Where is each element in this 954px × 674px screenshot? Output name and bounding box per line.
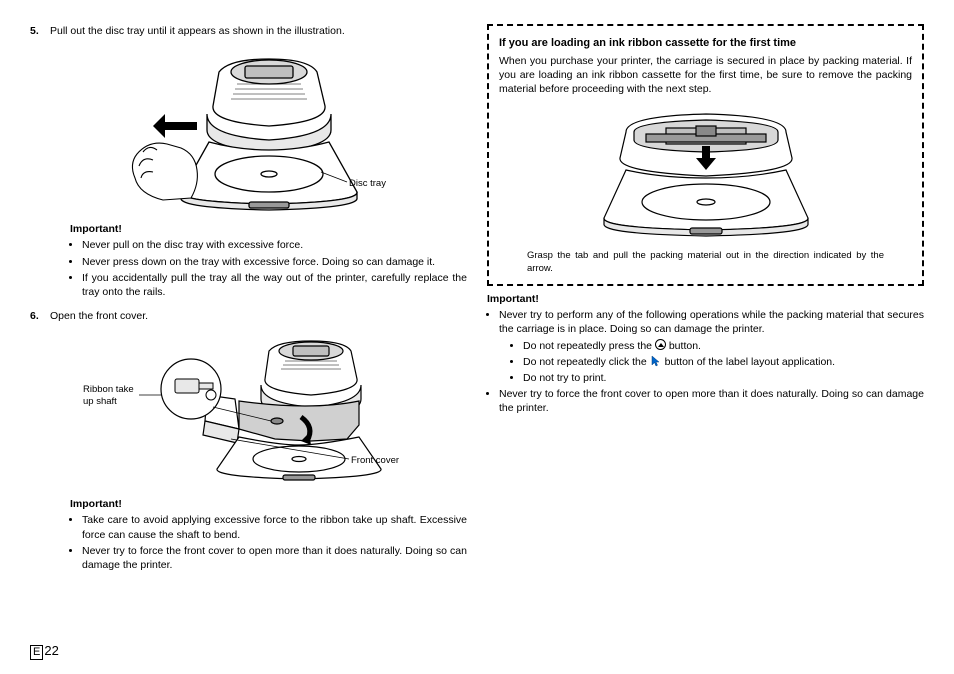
page-footer: E22 <box>30 643 59 660</box>
sub-item: Do not repeatedly click the button of th… <box>523 355 924 369</box>
sub-a-text: Do not repeatedly press the <box>523 340 652 352</box>
left-column: 5. Pull out the disc tray until it appea… <box>30 24 467 630</box>
right-important-list: Never try to perform any of the followin… <box>487 308 924 415</box>
imp6-item: Never try to force the front cover to op… <box>82 544 467 572</box>
sub-item: Do not try to print. <box>523 371 924 385</box>
step-5-number: 5. <box>30 24 44 38</box>
box-title: If you are loading an ink ribbon cassett… <box>499 36 912 51</box>
step-5-text: Pull out the disc tray until it appears … <box>50 24 467 38</box>
important-5-heading: Important! <box>70 222 467 236</box>
front-cover-label: Front cover <box>351 455 399 466</box>
sub-b-text: Do not repeatedly click the <box>523 356 647 368</box>
important-6-heading: Important! <box>70 497 467 511</box>
figure-step6: Ribbon take up shaft Front cover <box>79 329 419 489</box>
step-6: 6. Open the front cover. <box>30 309 467 323</box>
imp5-item: Never pull on the disc tray with excessi… <box>82 238 467 252</box>
page-number: 22 <box>44 643 58 658</box>
sub-b2-text: button of the label layout application. <box>665 356 835 368</box>
imp5-item: If you accidentally pull the tray all th… <box>82 271 467 299</box>
right-column: If you are loading an ink ribbon cassett… <box>487 24 924 630</box>
sub-item: Do not repeatedly press the button. <box>523 339 924 353</box>
eject-icon <box>655 339 666 350</box>
imp-top-text: Never try to perform any of the followin… <box>499 309 924 335</box>
first-time-box: If you are loading an ink ribbon cassett… <box>487 24 924 286</box>
imp-item: Never try to perform any of the followin… <box>499 308 924 385</box>
page-prefix: E <box>30 645 43 660</box>
imp-item: Never try to force the front cover to op… <box>499 387 924 415</box>
step-5: 5. Pull out the disc tray until it appea… <box>30 24 467 38</box>
right-important-heading: Important! <box>487 292 924 306</box>
figure-packing <box>586 102 826 242</box>
step-6-number: 6. <box>30 309 44 323</box>
step-6-text: Open the front cover. <box>50 309 467 323</box>
disc-tray-label: Disc tray <box>349 178 386 189</box>
figure-caption: Grasp the tab and pull the packing mater… <box>527 250 884 276</box>
box-body: When you purchase your printer, the carr… <box>499 54 912 97</box>
important-5-list: Never pull on the disc tray with excessi… <box>70 238 467 299</box>
sub-list: Do not repeatedly press the button. Do n… <box>511 339 924 386</box>
ribbon-label-a: Ribbon take <box>83 384 134 395</box>
imp5-item: Never press down on the tray with excess… <box>82 255 467 269</box>
imp6-item: Take care to avoid applying excessive fo… <box>82 513 467 541</box>
page: 5. Pull out the disc tray until it appea… <box>0 0 954 640</box>
cursor-icon <box>650 355 662 367</box>
sub-a2-text: button. <box>669 340 701 352</box>
important-6-list: Take care to avoid applying excessive fo… <box>70 513 467 572</box>
ribbon-label-b: up shaft <box>83 396 117 407</box>
figure-step5: Disc tray <box>99 44 399 214</box>
